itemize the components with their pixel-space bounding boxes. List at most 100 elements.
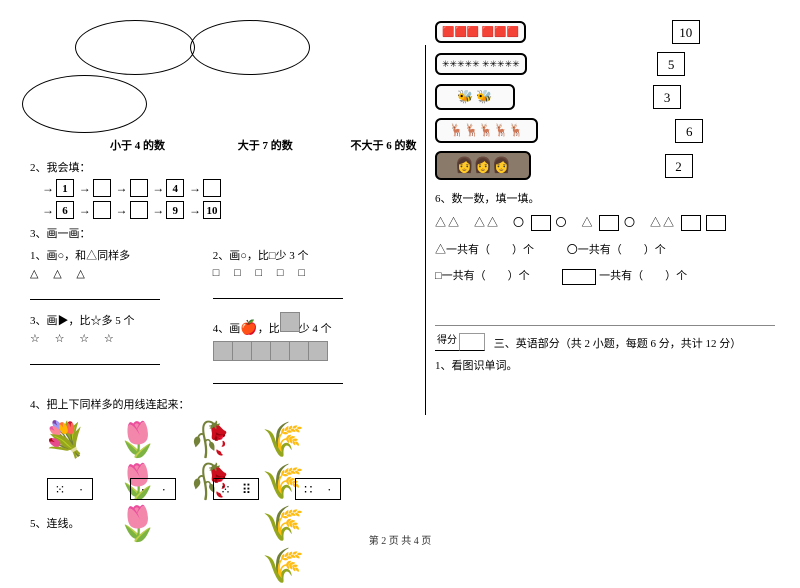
t: ，比 [258, 323, 280, 335]
q3-s2: 2、画○，比□少 3 个 □ □ □ □ □ [213, 247, 393, 299]
q2-seq2: →6 → → →9 →10 [40, 201, 420, 219]
arrow-icon: → [116, 181, 128, 196]
seq-box: 10 [203, 201, 221, 219]
section3-sub: 1、看图识单词。 [435, 357, 775, 373]
triangle-shapes: △ △ △ [30, 267, 210, 280]
item-tray: 🐝 🐝 [435, 84, 515, 110]
star-shapes: ☆ ☆ ☆ ☆ [30, 332, 210, 345]
seq-box: 9 [166, 201, 184, 219]
seq-box[interactable] [130, 179, 148, 197]
arrow-icon: → [79, 181, 91, 196]
ellipse-row [30, 20, 420, 133]
grey-boxes [213, 341, 393, 364]
item-tray: ✳✳✳✳✳ ✳✳✳✳✳ [435, 53, 527, 75]
bouquet-icon: 🥀🥀 [176, 420, 246, 468]
arrow-icon: → [116, 203, 128, 218]
q6-fills: △一共有（ ）个 〇一共有（ ）个 □一共有（ ）个 一共有（ ）个 [435, 231, 775, 284]
q3-row1: 1、画○，和△同样多 △ △ △ 2、画○，比□少 3 个 □ □ □ □ □ [30, 241, 420, 300]
q4-title: 4、把上下同样多的用线连起来： [30, 396, 420, 412]
tulip-icon: 🌷🌷🌷 [103, 420, 173, 468]
shapes: △△ △△ 〇 [435, 217, 526, 229]
item-tray: 🟥🟥🟥 🟥🟥🟥 [435, 21, 526, 43]
q4-dominoes: ⁙· ·· ⁙⠿ ∷· [30, 478, 420, 503]
seq-box: 1 [56, 179, 74, 197]
shapes: 〇 △△ [624, 217, 676, 229]
score-box[interactable] [459, 333, 485, 351]
ellipse-lt4 [75, 20, 195, 75]
arrow-icon: → [152, 203, 164, 218]
q3-s3: 3、画▶，比☆多 5 个 ☆ ☆ ☆ ☆ [30, 312, 210, 365]
answer-line[interactable] [213, 372, 343, 384]
seq-box[interactable] [203, 179, 221, 197]
seq-box: 6 [56, 201, 74, 219]
total-box[interactable] [562, 269, 596, 285]
items: 👩👩👩 [455, 158, 511, 174]
arrow-icon: → [42, 203, 54, 218]
number-box: 2 [665, 154, 693, 178]
ellipse-lte6 [22, 75, 147, 133]
match-row: 🦌🦌🦌🦌🦌 6 [435, 118, 775, 143]
fill-square: □一共有（ ）个 [435, 267, 530, 283]
blank-box[interactable] [531, 215, 551, 231]
q2-title: 2、我会填： [30, 159, 420, 175]
blank-box[interactable] [599, 215, 619, 231]
apple-icon: 🍎 [240, 320, 257, 337]
ellipse-gt7 [190, 20, 310, 75]
q3-s2-text: 2、画○，比□少 3 个 [213, 247, 393, 263]
arrow-icon: → [79, 203, 91, 218]
blank-box[interactable] [681, 215, 701, 231]
seq-box[interactable] [93, 179, 111, 197]
right-column: 🟥🟥🟥 🟥🟥🟥 10 ✳✳✳✳✳ ✳✳✳✳✳ 5 🐝 🐝 3 🦌🦌🦌🦌🦌 6 [435, 20, 775, 373]
count-match-rows: 🟥🟥🟥 🟥🟥🟥 10 ✳✳✳✳✳ ✳✳✳✳✳ 5 🐝 🐝 3 🦌🦌🦌🦌🦌 6 [435, 20, 775, 180]
grey-icon [251, 341, 271, 361]
section3: 得分 三、英语部分（共 2 小题，每题 6 分，共计 12 分） [435, 325, 775, 351]
number-box: 10 [672, 20, 700, 44]
arrow-icon: → [189, 203, 201, 218]
label-gt7: 大于 7 的数 [238, 137, 293, 153]
number-box: 6 [675, 119, 703, 143]
match-row: 👩👩👩 2 [435, 151, 775, 180]
domino: ⁙· [30, 478, 110, 503]
t: 一共有（ ）个 [599, 270, 687, 282]
items: ✳✳✳✳✳ ✳✳✳✳✳ [442, 59, 520, 69]
t: 4、画 [213, 323, 241, 335]
answer-line[interactable] [30, 288, 160, 300]
fill-total: 一共有（ ）个 [562, 267, 687, 284]
grey-icon [308, 341, 328, 361]
arrow-icon: → [189, 181, 201, 196]
leaf-icon: 🌾🌾🌾🌾 [248, 420, 318, 468]
q4-images: 💐 🌷🌷🌷 🥀🥀 🌾🌾🌾🌾 [30, 420, 420, 468]
worksheet-page: 小于 4 的数 大于 7 的数 不大于 6 的数 2、我会填： →1 → → →… [0, 0, 800, 565]
left-column: 小于 4 的数 大于 7 的数 不大于 6 的数 2、我会填： →1 → → →… [30, 20, 420, 531]
answer-line[interactable] [30, 353, 160, 365]
square-shapes: □ □ □ □ □ [213, 267, 393, 279]
domino: ·· [113, 478, 193, 503]
seq-box: 4 [166, 179, 184, 197]
items: 🐝 🐝 [457, 89, 493, 104]
fill-triangle: △一共有（ ）个 [435, 241, 534, 257]
q3-s1-text: 1、画○，和△同样多 [30, 247, 210, 263]
column-divider [425, 45, 426, 415]
item-tray: 🦌🦌🦌🦌🦌 [435, 118, 538, 143]
grey-icon [213, 341, 233, 361]
grey-icon [280, 312, 300, 332]
grey-icon [270, 341, 290, 361]
blank-box[interactable] [706, 215, 726, 231]
shapes: 〇 △ [556, 217, 595, 229]
q6-shapes-row: △△ △△ 〇 〇 △ 〇 △△ [435, 214, 775, 231]
seq-box[interactable] [130, 201, 148, 219]
ellipse-labels: 小于 4 的数 大于 7 的数 不大于 6 的数 [30, 137, 420, 153]
answer-line[interactable] [213, 287, 343, 299]
grey-icon [289, 341, 309, 361]
label-lt4: 小于 4 的数 [110, 137, 165, 153]
arrow-icon: → [42, 181, 54, 196]
q3-s1: 1、画○，和△同样多 △ △ △ [30, 247, 210, 300]
grey-icon [232, 341, 252, 361]
arrow-icon: → [152, 181, 164, 196]
item-tray: 👩👩👩 [435, 151, 531, 180]
section3-title: 三、英语部分（共 2 小题，每题 6 分，共计 12 分） [494, 338, 742, 350]
match-row: 🐝 🐝 3 [435, 84, 775, 110]
seq-box[interactable] [93, 201, 111, 219]
q3-s4-text: 4、画🍎，比少 4 个 [213, 312, 393, 337]
items: 🦌🦌🦌🦌🦌 [449, 123, 524, 137]
